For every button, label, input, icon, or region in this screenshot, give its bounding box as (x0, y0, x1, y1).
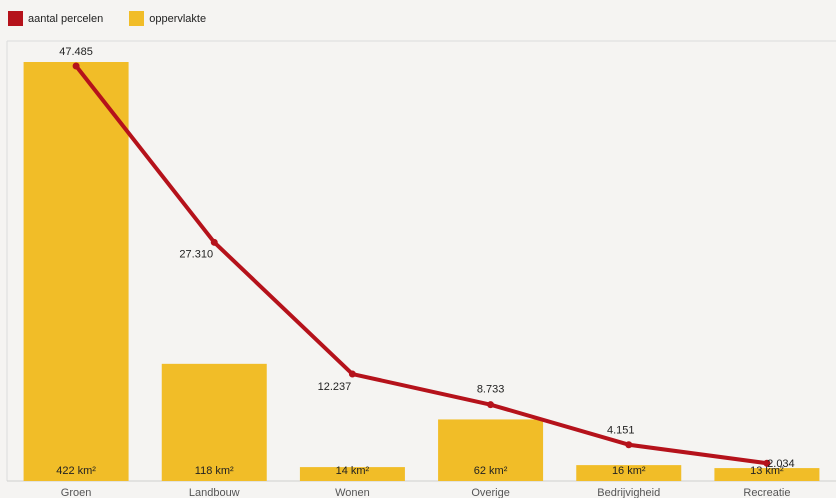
bar-bedrijvigheid (576, 465, 682, 481)
bar-wonen (299, 467, 405, 481)
bar-label-landbouw: 118 km² (195, 465, 234, 477)
x-tick-landbouw: Landbouw (189, 487, 240, 498)
legend-label-percelen: aantal percelen (28, 12, 104, 25)
line-aantal-percelen (74, 64, 769, 466)
bar-overige (438, 419, 544, 481)
legend-label-oppervlakte: oppervlakte (149, 12, 207, 25)
point-overige (487, 401, 495, 409)
x-tick-recreatie: Recreatie (743, 487, 790, 498)
line-label-recreatie: 2.034 (767, 458, 795, 470)
legend-item-oppervlakte[interactable]: oppervlakte (129, 11, 206, 26)
line-label-wonen: 12.237 (318, 381, 352, 393)
line-label-bedrijvigheid: 4.151 (607, 425, 635, 437)
bar-label-wonen: 14 km² (336, 465, 370, 477)
point-groen (72, 62, 80, 70)
bar-label-recreatie: 13 km² (750, 465, 784, 477)
point-landbouw (210, 238, 218, 246)
x-tick-groen: Groen (61, 487, 92, 498)
bar-label-overige: 62 km² (474, 465, 508, 477)
legend-swatch-percelen (8, 11, 23, 26)
x-tick-overige: Overige (471, 487, 510, 498)
bar-groen (23, 62, 129, 481)
bar-landbouw (161, 363, 267, 481)
line-label-overige: 8.733 (477, 384, 505, 396)
bar-label-bedrijvigheid: 16 km² (612, 465, 646, 477)
x-tick-bedrijvigheid: Bedrijvigheid (597, 487, 660, 498)
x-tick-wonen: Wonen (335, 487, 370, 498)
legend: aantal percelen oppervlakte (8, 11, 232, 26)
point-recreatie (763, 459, 771, 467)
bar-label-groen: 422 km² (56, 465, 96, 477)
line-label-groen: 47.485 (59, 46, 93, 58)
legend-swatch-oppervlakte (129, 11, 145, 26)
point-wonen (348, 370, 356, 378)
line-label-landbouw: 27.310 (179, 248, 213, 260)
point-bedrijvigheid (625, 441, 633, 449)
bar-recreatie (714, 468, 820, 481)
legend-item-percelen[interactable]: aantal percelen (8, 11, 103, 26)
